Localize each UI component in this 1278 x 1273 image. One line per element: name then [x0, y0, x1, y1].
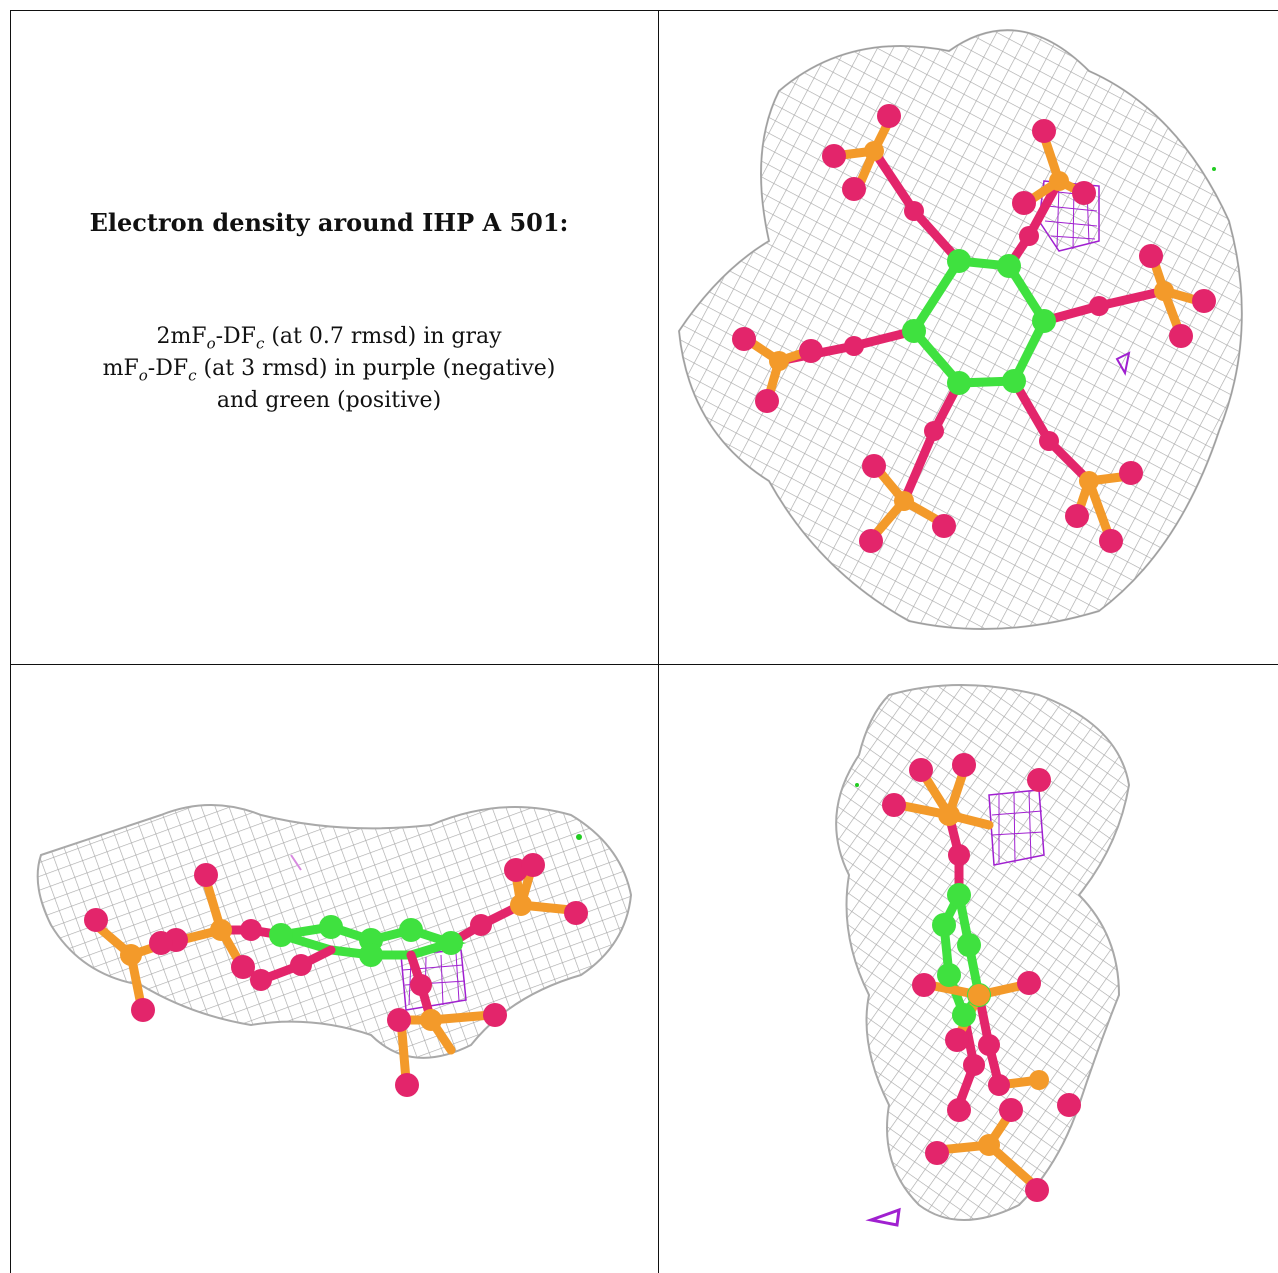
side-view-image: [36, 804, 633, 1097]
grid-top-border: [10, 10, 1278, 11]
phosphorus-atoms: [120, 894, 532, 1031]
grid-left-border: [10, 10, 11, 1273]
oxygen-atoms: [84, 853, 588, 1097]
gray-mesh-outline: [678, 29, 1243, 630]
caption-panel: Electron density around IHP A 501: 2mFo-…: [10, 10, 648, 664]
density-top-view: [659, 11, 1278, 664]
density-edge-view: [659, 665, 1278, 1273]
negative-density-blob: [400, 949, 467, 1011]
phosphorus-atoms: [938, 804, 1049, 1156]
oxygen-atoms: [882, 753, 1081, 1202]
gray-mesh: [677, 29, 1243, 630]
caption-title: Electron density around IHP A 501:: [89, 208, 569, 237]
carbon-atoms: [269, 915, 463, 967]
caption-line-2: mFo-DFc (at 3 rmsd) in purple (negative): [102, 356, 556, 385]
caption-line-3: and green (positive): [216, 388, 442, 413]
carbon-atoms: [902, 249, 1056, 395]
grid-horizontal-divider: [10, 664, 1278, 665]
grid-vertical-divider: [658, 10, 659, 1273]
edge-view-image: [835, 684, 1131, 1227]
negative-density-faint: [290, 854, 302, 871]
negative-density-small: [1115, 351, 1131, 376]
phosphorus-atoms: [769, 141, 1174, 511]
gray-mesh: [835, 684, 1131, 1221]
negative-density-small: [865, 1207, 901, 1227]
oxygen-atoms: [732, 104, 1216, 553]
positive-density-dot: [855, 783, 859, 787]
caption-line-1: 2mFo-DFc (at 0.7 rmsd) in gray: [156, 324, 502, 353]
density-side-view: [11, 665, 648, 1273]
figure-grid: [10, 10, 1278, 1273]
negative-density-blob: [988, 789, 1045, 866]
top-view-image: [677, 29, 1243, 630]
positive-density-dot: [576, 834, 582, 840]
positive-density-dot: [1212, 167, 1216, 171]
